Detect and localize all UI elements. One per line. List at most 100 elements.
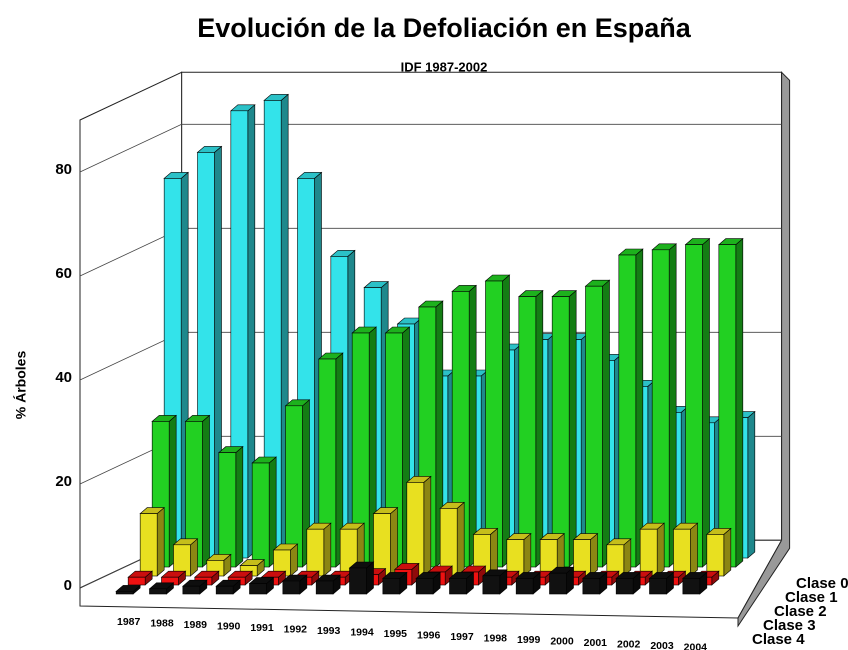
bar bbox=[539, 532, 565, 577]
bar bbox=[451, 284, 477, 568]
bar-front bbox=[551, 296, 570, 568]
bar bbox=[406, 475, 432, 577]
bar bbox=[651, 243, 677, 568]
bar-front bbox=[127, 576, 146, 586]
bar-side bbox=[702, 237, 710, 568]
bar-front bbox=[582, 578, 601, 595]
bar-front bbox=[618, 254, 637, 568]
bar-side bbox=[502, 274, 510, 568]
bar bbox=[682, 571, 708, 595]
bar bbox=[484, 274, 511, 568]
legend-label: Clase 3 bbox=[763, 617, 816, 634]
x-tick-label: 1998 bbox=[484, 632, 508, 644]
bar-front bbox=[315, 580, 334, 595]
bar bbox=[618, 248, 644, 568]
bar bbox=[115, 584, 141, 595]
x-tick-label: 1991 bbox=[250, 622, 274, 634]
x-tick-label: 1988 bbox=[150, 617, 174, 629]
bar-front bbox=[415, 578, 434, 595]
bar-front bbox=[506, 539, 525, 577]
bar-front bbox=[682, 578, 701, 595]
y-tick-label: 0 bbox=[64, 577, 72, 594]
bar-front bbox=[306, 528, 325, 577]
x-tick-label: 1996 bbox=[417, 629, 441, 641]
bar-side bbox=[735, 237, 744, 568]
bar-side bbox=[490, 527, 498, 577]
y-tick-label: 20 bbox=[55, 473, 72, 490]
y-tick-label: 80 bbox=[55, 161, 72, 178]
x-tick-label: 1987 bbox=[117, 616, 141, 628]
bar bbox=[215, 579, 241, 595]
bar bbox=[615, 571, 641, 595]
bar-front bbox=[373, 513, 391, 577]
bar-side bbox=[623, 538, 632, 577]
bar-front bbox=[649, 578, 667, 595]
bar bbox=[272, 543, 299, 577]
bar bbox=[306, 522, 332, 577]
bar-front bbox=[249, 583, 267, 595]
bar bbox=[382, 571, 408, 595]
bar-side bbox=[590, 532, 598, 577]
bar bbox=[572, 532, 599, 577]
x-tick-label: 1995 bbox=[384, 628, 408, 640]
bar-front bbox=[251, 462, 270, 568]
bar-front bbox=[382, 578, 401, 595]
bar-front bbox=[139, 513, 158, 577]
y-axis-label: % Árboles bbox=[13, 351, 29, 420]
bar-side bbox=[723, 527, 732, 577]
legend-label: Clase 0 bbox=[796, 575, 848, 592]
bar bbox=[315, 574, 341, 595]
bar bbox=[372, 506, 399, 577]
bar-side bbox=[747, 410, 756, 559]
bar bbox=[206, 553, 232, 577]
bar-side bbox=[190, 538, 198, 577]
bar-side bbox=[423, 475, 432, 577]
bar bbox=[582, 571, 608, 595]
bar bbox=[139, 506, 165, 577]
bar-front bbox=[449, 578, 467, 595]
bar bbox=[684, 237, 711, 568]
bar-side bbox=[523, 532, 532, 577]
x-tick-label: 1990 bbox=[217, 620, 241, 632]
bar-front bbox=[218, 452, 237, 568]
bar-front bbox=[549, 572, 567, 595]
bar bbox=[184, 414, 211, 568]
bar-front bbox=[406, 482, 425, 577]
bar bbox=[348, 561, 375, 595]
bar-side bbox=[602, 279, 610, 568]
bar bbox=[127, 570, 153, 586]
bar bbox=[415, 571, 441, 595]
bar bbox=[160, 570, 187, 586]
bar-front bbox=[685, 244, 703, 568]
bar bbox=[515, 571, 541, 595]
bar-side bbox=[690, 522, 698, 577]
bar-front bbox=[482, 575, 501, 595]
bar-front bbox=[149, 588, 167, 595]
bar-side bbox=[668, 243, 677, 568]
bar bbox=[606, 538, 632, 577]
legend-label: Clase 2 bbox=[774, 603, 827, 620]
bar-side bbox=[235, 445, 244, 568]
bar bbox=[218, 445, 244, 568]
bar-front bbox=[485, 280, 503, 568]
bar-front bbox=[182, 585, 201, 595]
bar-front bbox=[515, 578, 534, 595]
bar bbox=[251, 456, 277, 568]
x-tick-label: 1989 bbox=[184, 619, 208, 631]
legend-label: Clase 4 bbox=[752, 631, 805, 648]
bar bbox=[284, 399, 311, 568]
x-tick-label: 1994 bbox=[350, 626, 374, 638]
bar-side bbox=[568, 289, 577, 568]
x-tick-label: 1997 bbox=[450, 631, 474, 643]
bar-front bbox=[615, 578, 634, 595]
bar bbox=[248, 576, 275, 595]
bar-front bbox=[718, 244, 737, 568]
legend-label: Clase 1 bbox=[785, 589, 838, 606]
x-tick-label: 2002 bbox=[617, 638, 641, 650]
x-tick-label: 1992 bbox=[284, 623, 308, 635]
x-tick-label: 2004 bbox=[684, 641, 708, 650]
bar bbox=[672, 522, 699, 577]
bar bbox=[482, 569, 508, 595]
x-tick-label: 2001 bbox=[584, 637, 608, 649]
